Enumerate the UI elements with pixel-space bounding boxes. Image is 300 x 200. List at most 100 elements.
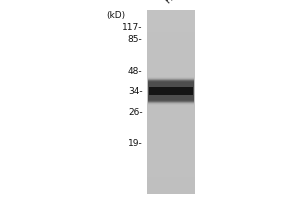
Bar	[147, 190, 195, 192]
Bar	[147, 65, 195, 67]
Bar	[148, 78, 194, 104]
Bar	[147, 133, 195, 135]
Bar	[147, 87, 195, 89]
Bar	[147, 144, 195, 146]
Bar	[148, 85, 194, 97]
Bar	[148, 78, 194, 104]
Bar	[147, 80, 195, 82]
Text: (kD): (kD)	[106, 11, 125, 20]
Bar	[147, 49, 195, 50]
Bar	[148, 83, 194, 99]
Bar	[147, 165, 195, 166]
Bar	[147, 115, 195, 117]
Bar	[148, 80, 194, 102]
Bar	[148, 84, 194, 98]
Bar	[147, 89, 195, 91]
Bar	[147, 176, 195, 177]
Bar	[147, 100, 195, 102]
Bar	[147, 185, 195, 187]
Bar	[147, 85, 195, 87]
Bar	[148, 80, 194, 102]
Bar	[148, 81, 194, 101]
Bar	[148, 83, 194, 99]
Bar	[147, 91, 195, 93]
Bar	[147, 17, 195, 19]
Bar	[147, 119, 195, 120]
Bar	[147, 120, 195, 122]
Bar	[147, 130, 195, 131]
Bar	[147, 62, 195, 63]
Bar	[147, 102, 195, 104]
Bar	[147, 104, 195, 106]
Bar	[147, 163, 195, 165]
Bar	[147, 157, 195, 159]
Bar	[148, 82, 194, 100]
Bar	[147, 135, 195, 137]
Bar	[148, 83, 194, 99]
Bar	[149, 87, 193, 95]
Bar	[147, 183, 195, 185]
Bar	[148, 77, 194, 105]
Bar	[147, 34, 195, 36]
Bar	[147, 146, 195, 148]
Bar	[147, 16, 195, 17]
Bar	[147, 27, 195, 28]
Bar	[147, 28, 195, 30]
Bar	[147, 82, 195, 84]
Bar	[147, 142, 195, 144]
Bar	[147, 41, 195, 43]
Bar	[147, 25, 195, 27]
Bar	[148, 81, 194, 101]
Bar	[147, 32, 195, 34]
Bar	[148, 82, 194, 100]
Bar	[147, 113, 195, 115]
Text: 34-: 34-	[128, 86, 142, 96]
Bar	[147, 50, 195, 52]
Bar	[148, 82, 194, 100]
Bar	[147, 78, 195, 80]
Bar	[147, 168, 195, 170]
Bar	[148, 85, 194, 97]
Bar	[148, 83, 194, 99]
Bar	[148, 79, 194, 103]
Bar	[148, 82, 194, 100]
Text: HT29: HT29	[163, 0, 186, 5]
Bar	[147, 71, 195, 73]
Bar	[148, 80, 194, 102]
Bar	[147, 154, 195, 155]
Bar	[147, 166, 195, 168]
Bar	[147, 161, 195, 163]
Bar	[147, 52, 195, 54]
Bar	[148, 84, 194, 98]
Bar	[147, 19, 195, 21]
Bar	[148, 77, 194, 105]
Bar	[147, 150, 195, 152]
Bar	[148, 78, 194, 104]
Bar	[147, 36, 195, 38]
Bar	[147, 95, 195, 96]
Bar	[147, 76, 195, 78]
Bar	[148, 79, 194, 103]
Bar	[147, 108, 195, 109]
Bar	[148, 79, 194, 103]
Bar	[148, 83, 194, 99]
Bar	[147, 39, 195, 41]
Bar	[148, 84, 194, 98]
Bar	[147, 131, 195, 133]
Bar	[147, 14, 195, 16]
Bar	[147, 126, 195, 128]
Bar	[148, 79, 194, 103]
Bar	[147, 98, 195, 100]
Bar	[148, 77, 194, 105]
Bar	[147, 21, 195, 23]
Bar	[147, 122, 195, 124]
Bar	[147, 73, 195, 74]
Bar	[147, 23, 195, 25]
Text: 117-: 117-	[122, 22, 142, 31]
Bar	[147, 177, 195, 179]
Bar	[148, 79, 194, 103]
Text: 85-: 85-	[128, 36, 142, 45]
Bar	[147, 137, 195, 139]
Bar	[147, 74, 195, 76]
Bar	[147, 187, 195, 188]
